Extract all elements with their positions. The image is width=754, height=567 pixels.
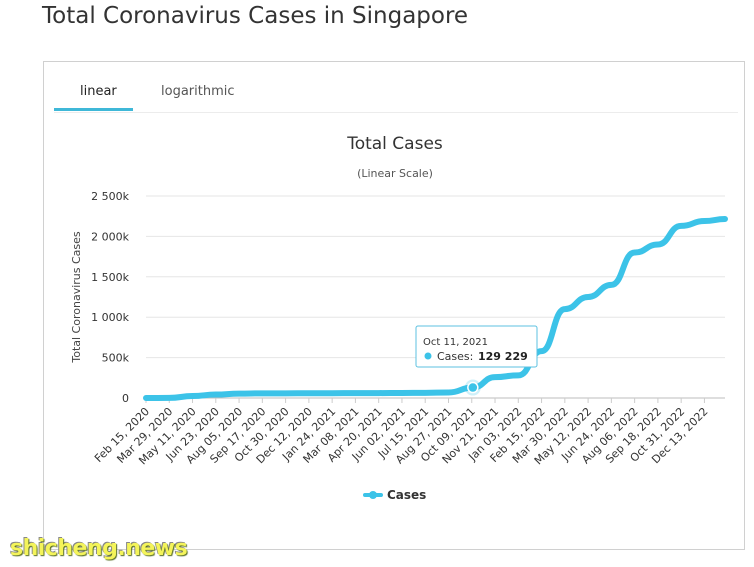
tooltip: Oct 11, 2021 Cases: 129 229 — [415, 325, 538, 368]
tab-logarithmic[interactable]: logarithmic — [161, 84, 235, 99]
y-axis-title: Total Coronavirus Cases — [70, 231, 83, 364]
chart-title: Total Cases — [346, 134, 443, 154]
tooltip-box — [415, 325, 538, 368]
page-title: Total Coronavirus Cases in Singapore — [42, 3, 469, 29]
scale-tabs: linear logarithmic — [54, 80, 738, 113]
legend[interactable]: Cases — [363, 488, 426, 502]
tooltip-series-label: Cases: — [437, 350, 473, 363]
tooltip-series-dot — [424, 352, 432, 360]
y-tick-label: 1 500k — [91, 271, 129, 284]
tooltip-date: Oct 11, 2021 — [423, 337, 488, 348]
y-axis-ticks: 0 500k 1 000k 1 500k 2 000k 2 500k — [91, 190, 129, 405]
grid-lines — [146, 195, 725, 399]
chart-subtitle: (Linear Scale) — [357, 167, 433, 180]
watermark: shicheng.news — [10, 536, 188, 561]
legend-label-cases: Cases — [387, 488, 426, 502]
y-tick-label: 2 000k — [91, 230, 129, 243]
tab-linear[interactable]: linear — [80, 84, 117, 99]
legend-marker — [369, 491, 377, 499]
data-point[interactable] — [467, 381, 479, 394]
chart-panel: linear logarithmic — [43, 61, 745, 550]
series-cases — [143, 216, 728, 401]
hover-marker — [464, 379, 481, 396]
active-tab-indicator — [54, 108, 133, 111]
tooltip-value: 129 229 — [478, 350, 528, 363]
y-tick-label: 2 500k — [91, 190, 129, 203]
y-tick-label: 1 000k — [91, 311, 129, 324]
series-line-cases — [143, 216, 728, 401]
y-tick-label: 0 — [122, 392, 129, 405]
y-tick-label: 500k — [102, 352, 130, 365]
